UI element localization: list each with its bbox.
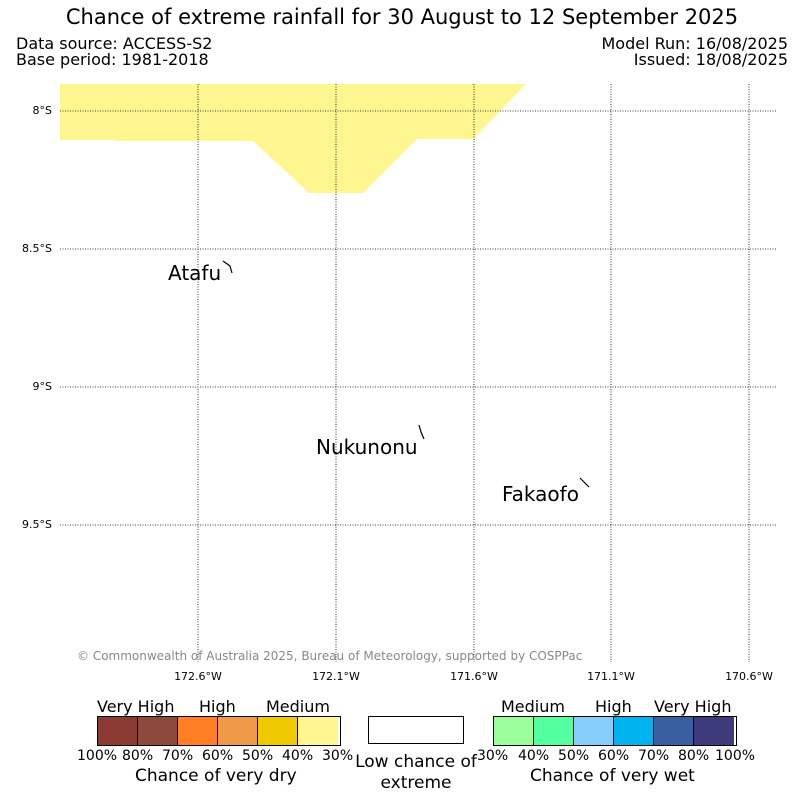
atoll-nukunonu-outline <box>418 424 425 440</box>
wet-pct-80: 80% <box>678 748 710 764</box>
wet-pct-60: 60% <box>598 748 630 764</box>
wet-legend-colorbar <box>493 716 737 746</box>
model-run-label: Model Run: 16/08/2025 <box>601 34 789 53</box>
low-chance-caption: Low chance of extreme <box>355 752 477 793</box>
shaded-region-dry-30-40 <box>60 84 526 193</box>
atoll-fakaofo-outline <box>579 477 590 488</box>
dry-swatch-60-70 <box>178 717 218 745</box>
wet-swatch-60-70 <box>614 717 654 745</box>
wet-swatch-70-80 <box>654 717 694 745</box>
dry-category-high: High <box>199 697 236 716</box>
issued-label: Issued: 18/08/2025 <box>633 50 788 69</box>
dry-pct-80: 80% <box>122 748 154 764</box>
dry-pct-70: 70% <box>162 748 194 764</box>
wet-swatch-80-100 <box>694 717 734 745</box>
dry-pct-40: 40% <box>282 748 314 764</box>
dry-swatch-70-80 <box>138 717 178 745</box>
wet-swatch-30-40 <box>494 717 534 745</box>
wet-swatch-50-60 <box>574 717 614 745</box>
wet-category-very-high: Very High <box>654 697 732 716</box>
lon-label-170-6w: 170.6°W <box>725 670 773 683</box>
wet-pct-40: 40% <box>518 748 550 764</box>
dry-pct-60: 60% <box>202 748 234 764</box>
dry-swatch-80-100 <box>98 717 138 745</box>
dry-category-very-high: Very High <box>97 697 175 716</box>
wet-pct-100: 100% <box>715 748 756 764</box>
wet-swatch-40-50 <box>534 717 574 745</box>
wet-pct-30: 30% <box>477 748 509 764</box>
wet-category-high: High <box>595 697 632 716</box>
dry-pct-100: 100% <box>77 748 118 764</box>
wet-pct-70: 70% <box>638 748 670 764</box>
dry-swatch-50-60 <box>218 717 258 745</box>
lat-label-8-5s: 8.5°S <box>22 242 52 255</box>
lat-label-9-5s: 9.5°S <box>22 518 52 531</box>
place-label-nukunonu: Nukunonu <box>316 435 418 459</box>
map-title: Chance of extreme rainfall for 30 August… <box>65 5 739 29</box>
copyright-notice: © Commonwealth of Australia 2025, Bureau… <box>77 649 583 663</box>
wet-pct-50: 50% <box>558 748 590 764</box>
place-label-atafu: Atafu <box>168 261 222 285</box>
dry-legend-caption: Chance of very dry <box>135 766 297 786</box>
wet-legend-caption: Chance of very wet <box>530 766 695 786</box>
lat-label-9s: 9°S <box>32 380 52 393</box>
lon-label-172-6w: 172.6°W <box>174 670 222 683</box>
base-period-label: Base period: 1981-2018 <box>16 50 209 69</box>
dry-legend-colorbar <box>97 716 341 746</box>
lon-label-172-1w: 172.1°W <box>312 670 360 683</box>
place-label-fakaofo: Fakaofo <box>502 482 579 506</box>
lon-label-171-6w: 171.6°W <box>450 670 498 683</box>
dry-swatch-30-40 <box>298 717 338 745</box>
wet-category-medium: Medium <box>501 697 565 716</box>
dry-pct-50: 50% <box>242 748 274 764</box>
dry-swatch-40-50 <box>258 717 298 745</box>
dry-pct-30: 30% <box>322 748 354 764</box>
lat-label-8s: 8°S <box>32 104 52 117</box>
map-canvas <box>60 84 776 662</box>
atoll-atafu-outline <box>222 260 233 274</box>
lon-label-171-1w: 171.1°W <box>587 670 635 683</box>
low-chance-swatch <box>368 716 464 744</box>
data-source-label: Data source: ACCESS-S2 <box>16 34 213 53</box>
map-area <box>60 84 776 662</box>
dry-category-medium: Medium <box>266 697 330 716</box>
